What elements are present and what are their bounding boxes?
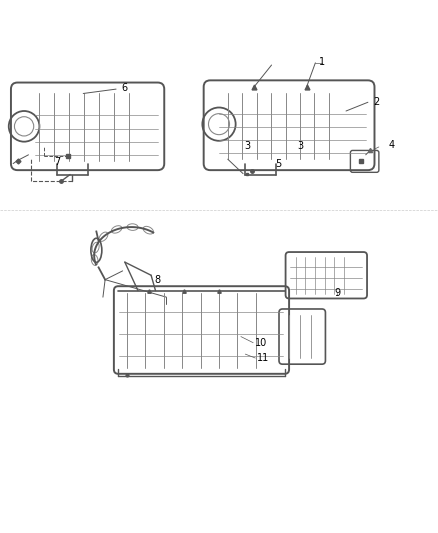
Text: 8: 8 [155, 274, 161, 285]
Text: 7: 7 [54, 157, 60, 167]
Text: 2: 2 [374, 97, 380, 107]
Text: 3: 3 [297, 141, 303, 151]
Text: 9: 9 [334, 288, 340, 298]
Text: 11: 11 [257, 353, 269, 363]
Text: 5: 5 [275, 159, 281, 169]
Text: 10: 10 [254, 338, 267, 348]
Text: 6: 6 [122, 83, 128, 93]
Text: 4: 4 [389, 140, 395, 150]
Text: 3: 3 [244, 141, 251, 151]
Text: 1: 1 [319, 56, 325, 67]
